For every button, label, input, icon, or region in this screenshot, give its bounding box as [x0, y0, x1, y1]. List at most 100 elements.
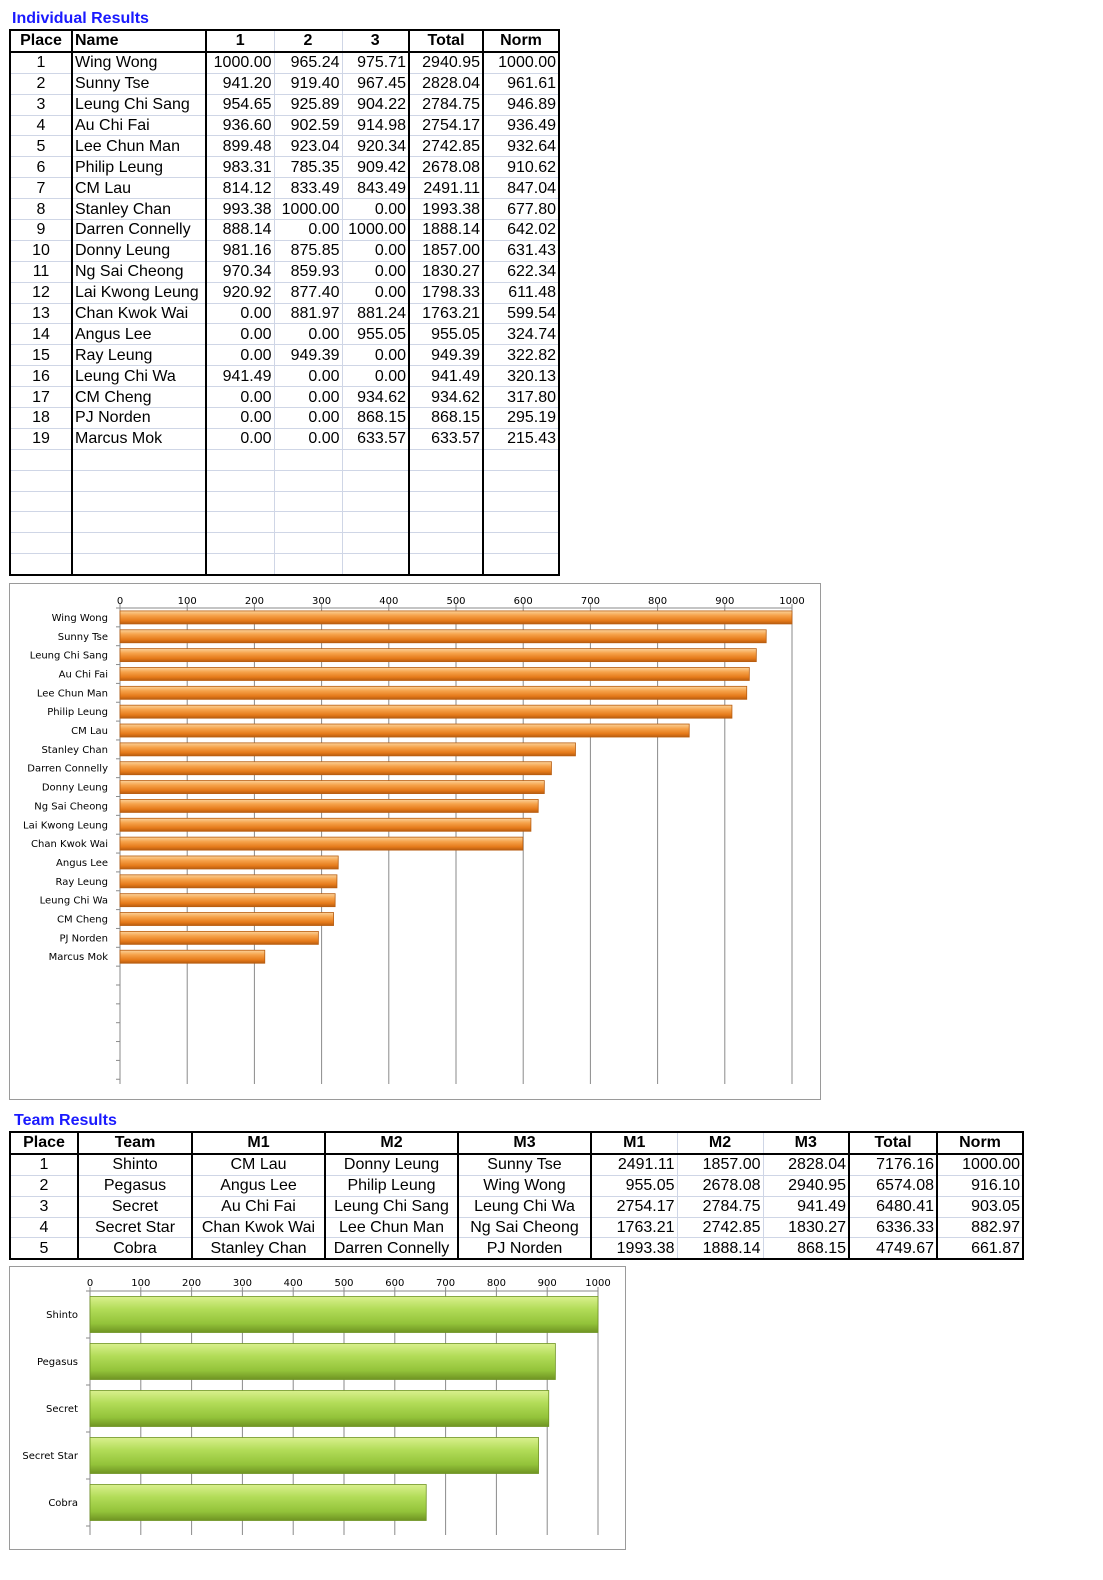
table-cell: 5	[9, 135, 72, 157]
table-cell: 1763.21	[408, 302, 483, 324]
table-cell: 324.74	[482, 323, 559, 345]
tick-label: 900	[715, 596, 734, 607]
table-cell: Cobra	[77, 1237, 192, 1260]
table-cell: 13	[9, 302, 72, 324]
table-cell: Donny Leung	[324, 1153, 458, 1176]
table-cell: 970.34	[205, 260, 274, 283]
table-cell: 920.34	[341, 135, 409, 157]
table-cell: Secret Star	[77, 1216, 192, 1238]
table-cell: PJ Norden	[71, 407, 206, 429]
table-cell: 215.43	[482, 427, 559, 450]
table-row: 11 Ng Sai Cheong 970.34 859.93 0.00 1830.27 62…	[9, 260, 559, 283]
table-row: 15 Ray Leung 0.00 949.39 0.00 949.39 322.82	[9, 344, 559, 366]
table-cell: 955.05	[408, 323, 483, 345]
table-cell: 3	[9, 1195, 78, 1218]
bar	[119, 667, 750, 681]
category-label: Shinto	[46, 1310, 78, 1321]
table-cell	[273, 490, 342, 512]
table-cell: 955.05	[590, 1174, 677, 1197]
table-cell: 4	[9, 114, 72, 136]
table-cell: 642.02	[482, 219, 559, 241]
tick-label: 600	[514, 596, 533, 607]
bar	[119, 629, 767, 644]
table-cell: 0.00	[273, 386, 342, 408]
table-cell	[205, 553, 274, 576]
table-cell: 1	[9, 1153, 78, 1176]
tick-label: 100	[178, 596, 197, 607]
bar	[119, 610, 793, 625]
table-cell: 661.87	[936, 1237, 1023, 1260]
table-row: 17 CM Cheng 0.00 0.00 934.62 934.62 317.80	[9, 386, 559, 408]
table-row: 4 Au Chi Fai 936.60 902.59 914.98 2754.17 936.…	[9, 114, 559, 136]
team-results-title: Team Results	[14, 1112, 117, 1129]
bar	[89, 1484, 427, 1521]
tick-label: 700	[581, 596, 600, 607]
tick-label: 1000	[779, 596, 804, 607]
bar	[119, 648, 757, 663]
table-cell: 909.42	[341, 156, 409, 178]
table-cell	[341, 511, 409, 533]
table-cell: Au Chi Fai	[71, 114, 206, 136]
table-cell: 967.45	[341, 72, 409, 95]
table-cell	[408, 532, 483, 554]
table-cell: CM Lau	[191, 1153, 325, 1176]
table-cell: 785.35	[273, 156, 342, 178]
table-cell: 955.05	[341, 323, 409, 345]
column-header: M3	[762, 1132, 849, 1155]
tick-label: 900	[538, 1278, 557, 1289]
bar	[119, 874, 338, 889]
column-header: M3	[457, 1132, 591, 1155]
table-cell: Au Chi Fai	[191, 1195, 325, 1218]
table-cell: 14	[9, 323, 72, 345]
table-cell: Marcus Mok	[71, 427, 206, 450]
table-cell	[205, 511, 274, 533]
table-row: 12 Lai Kwong Leung 920.92 877.40 0.00 1798.33…	[9, 281, 559, 304]
table-cell: 2678.08	[408, 156, 483, 178]
individual-results-title: Individual Results	[12, 10, 149, 27]
table-cell: 2940.95	[762, 1174, 849, 1197]
table-cell: 993.38	[205, 198, 274, 220]
category-label: Ray Leung	[55, 877, 108, 888]
table-cell: 961.61	[482, 72, 559, 95]
table-cell: 941.49	[205, 365, 274, 387]
table-cell	[71, 469, 206, 492]
category-label: Pegasus	[37, 1357, 78, 1368]
table-cell: 1993.38	[408, 198, 483, 220]
table-cell: Philip Leung	[71, 156, 206, 178]
table-row: 14 Angus Lee 0.00 0.00 955.05 955.05 324.74	[9, 323, 559, 345]
table-cell: Leung Chi Wa	[457, 1195, 591, 1218]
category-label: Darren Connelly	[27, 764, 108, 775]
table-cell: 923.04	[273, 135, 342, 157]
table-cell: 2742.85	[676, 1216, 763, 1238]
table-cell: 965.24	[273, 51, 342, 74]
table-row: 19 Marcus Mok 0.00 0.00 633.57 633.57 215.43	[9, 427, 559, 450]
bar	[119, 685, 748, 700]
table-cell: 1000.00	[273, 198, 342, 220]
table-cell: 941.49	[762, 1195, 849, 1218]
tick-label: 500	[446, 596, 465, 607]
category-label: Sunny Tse	[58, 632, 108, 643]
category-label: Leung Chi Wa	[40, 896, 108, 907]
table-cell: 0.00	[341, 281, 409, 304]
table-cell: 322.82	[482, 344, 559, 366]
table-cell: 3	[9, 93, 72, 116]
table-cell: 859.93	[273, 260, 342, 283]
tick-label: 0	[87, 1278, 93, 1289]
table-cell	[9, 532, 72, 554]
table-cell	[482, 532, 559, 554]
table-cell: 18	[9, 407, 72, 429]
column-header: M1	[191, 1132, 325, 1155]
table-cell: 941.20	[205, 72, 274, 95]
table-cell: 941.49	[408, 365, 483, 387]
table-cell: 2754.17	[590, 1195, 677, 1218]
table-cell: 975.71	[341, 51, 409, 74]
bar	[89, 1296, 599, 1333]
table-cell: 1000.00	[482, 51, 559, 74]
table-cell: 611.48	[482, 281, 559, 304]
table-cell	[408, 490, 483, 512]
table-cell	[9, 490, 72, 512]
bar	[119, 855, 339, 870]
table-cell: 0.00	[273, 407, 342, 429]
table-cell: Sunny Tse	[71, 72, 206, 95]
table-row: 2 Pegasus Angus Lee Philip Leung Wing Wong 95…	[9, 1174, 1023, 1197]
